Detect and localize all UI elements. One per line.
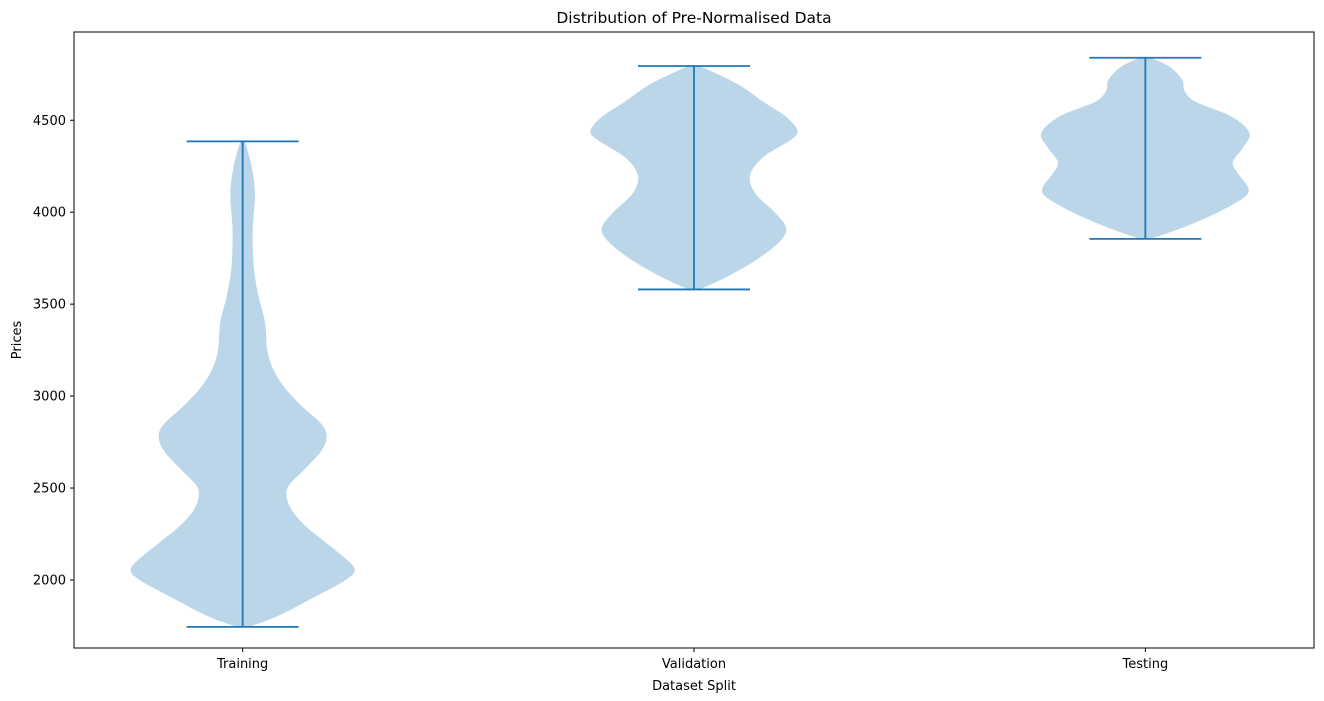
y-tick-label: 3500 — [33, 298, 66, 313]
x-tick-label: Training — [216, 657, 268, 672]
y-tick-label: 4500 — [33, 114, 66, 129]
x-axis-label: Dataset Split — [652, 679, 736, 694]
y-tick-label: 3000 — [33, 390, 66, 405]
y-tick-label: 2000 — [33, 573, 66, 588]
x-tick-label: Testing — [1122, 657, 1169, 672]
y-axis-label: Prices — [10, 321, 25, 360]
chart-title: Distribution of Pre-Normalised Data — [556, 9, 831, 27]
y-axis-ticks: 2000 2500 3000 3500 4000 4500 — [33, 114, 74, 588]
x-tick-label: Validation — [662, 657, 726, 672]
x-axis-ticks: Training Validation Testing — [216, 648, 1168, 672]
y-tick-label: 2500 — [33, 482, 66, 497]
violin-group — [130, 56, 1250, 628]
y-tick-label: 4000 — [33, 206, 66, 221]
